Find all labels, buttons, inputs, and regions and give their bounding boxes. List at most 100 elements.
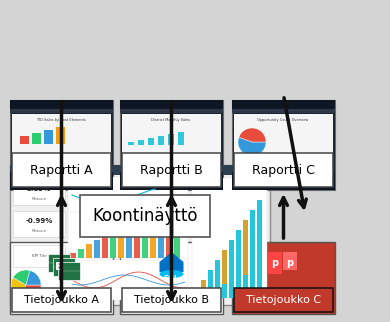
Bar [68, 177, 158, 212]
Bar [10, 172, 113, 190]
Bar [122, 153, 221, 187]
Bar [120, 109, 223, 113]
Wedge shape [18, 285, 41, 300]
Bar [43, 176, 69, 186]
Bar [235, 176, 261, 186]
Bar [53, 258, 74, 276]
Text: SQL: SQL [164, 275, 179, 281]
Wedge shape [11, 278, 26, 298]
Bar [158, 136, 164, 145]
Bar [168, 134, 174, 145]
Bar [134, 217, 140, 258]
Bar [142, 213, 148, 258]
Bar [94, 240, 100, 258]
Bar [128, 142, 134, 145]
Bar [232, 109, 335, 113]
Bar [12, 114, 111, 172]
Bar [229, 240, 234, 298]
Bar [158, 204, 164, 258]
Text: Koontinäyttö: Koontinäyttö [92, 207, 198, 225]
Bar [12, 288, 111, 312]
Text: p: p [271, 258, 278, 268]
Bar [201, 280, 206, 293]
Bar [183, 176, 209, 186]
Bar [150, 208, 156, 258]
Bar [13, 211, 65, 237]
Bar [123, 176, 149, 186]
Bar [10, 109, 113, 113]
Text: Tietojoukko A: Tietojoukko A [24, 295, 99, 305]
Bar [102, 235, 108, 258]
Bar [126, 222, 132, 258]
Bar [265, 176, 291, 186]
Bar [10, 242, 113, 314]
Bar [138, 140, 144, 145]
Bar [178, 132, 184, 145]
Bar [70, 253, 76, 258]
Bar [232, 172, 335, 190]
Text: Tietojoukko B: Tietojoukko B [134, 295, 209, 305]
Wedge shape [13, 270, 30, 285]
Bar [120, 100, 223, 109]
Text: Raportti B: Raportti B [140, 164, 203, 176]
Bar [222, 250, 227, 284]
Text: Tietojoukko C: Tietojoukko C [246, 295, 321, 305]
Bar [295, 176, 321, 186]
Bar [80, 195, 210, 237]
Bar [257, 200, 262, 298]
Text: E: E [55, 262, 62, 272]
Bar [282, 252, 296, 270]
Bar [243, 220, 248, 275]
Bar [236, 230, 241, 298]
Bar [122, 288, 221, 312]
Bar [234, 288, 333, 312]
Bar [10, 165, 270, 305]
Ellipse shape [160, 270, 184, 278]
Bar [232, 100, 335, 109]
Bar [222, 250, 227, 298]
Wedge shape [238, 137, 266, 156]
Bar [122, 114, 221, 172]
Text: Opportunity Count Overview: Opportunity Count Overview [257, 118, 308, 122]
Bar [232, 242, 335, 314]
Bar [78, 249, 84, 258]
Bar [10, 165, 270, 175]
Bar [10, 100, 113, 109]
Text: p: p [286, 258, 293, 268]
Text: 5.85%: 5.85% [27, 186, 51, 192]
Bar [194, 290, 199, 298]
Bar [215, 260, 220, 298]
Bar [13, 176, 39, 186]
Bar [120, 242, 223, 314]
Bar [268, 252, 282, 274]
Text: Raportti C: Raportti C [252, 164, 315, 176]
Bar [153, 176, 179, 186]
Text: YTD Sales by Cost Elements: YTD Sales by Cost Elements [36, 118, 86, 122]
Bar [110, 231, 116, 258]
Bar [73, 176, 99, 186]
Bar [192, 178, 267, 298]
Bar [48, 254, 69, 272]
Text: District Monthly Sales: District Monthly Sales [151, 118, 191, 122]
Wedge shape [26, 270, 41, 285]
Bar [56, 127, 65, 144]
Bar [234, 114, 333, 172]
Bar [208, 270, 213, 298]
Bar [44, 130, 53, 144]
Bar [166, 199, 172, 258]
Bar [118, 226, 124, 258]
Bar [13, 245, 65, 267]
Text: -0.99%: -0.99% [25, 218, 53, 224]
Bar [243, 220, 248, 298]
Bar [250, 210, 255, 298]
Bar [120, 100, 223, 190]
Bar [68, 260, 188, 300]
Bar [12, 153, 111, 187]
Bar [10, 100, 113, 190]
Bar [120, 172, 223, 190]
Text: Power BI Dashboard: Power BI Dashboard [15, 169, 42, 173]
Bar [148, 138, 154, 145]
Bar [68, 178, 188, 258]
Bar [20, 136, 29, 144]
Wedge shape [239, 128, 266, 142]
